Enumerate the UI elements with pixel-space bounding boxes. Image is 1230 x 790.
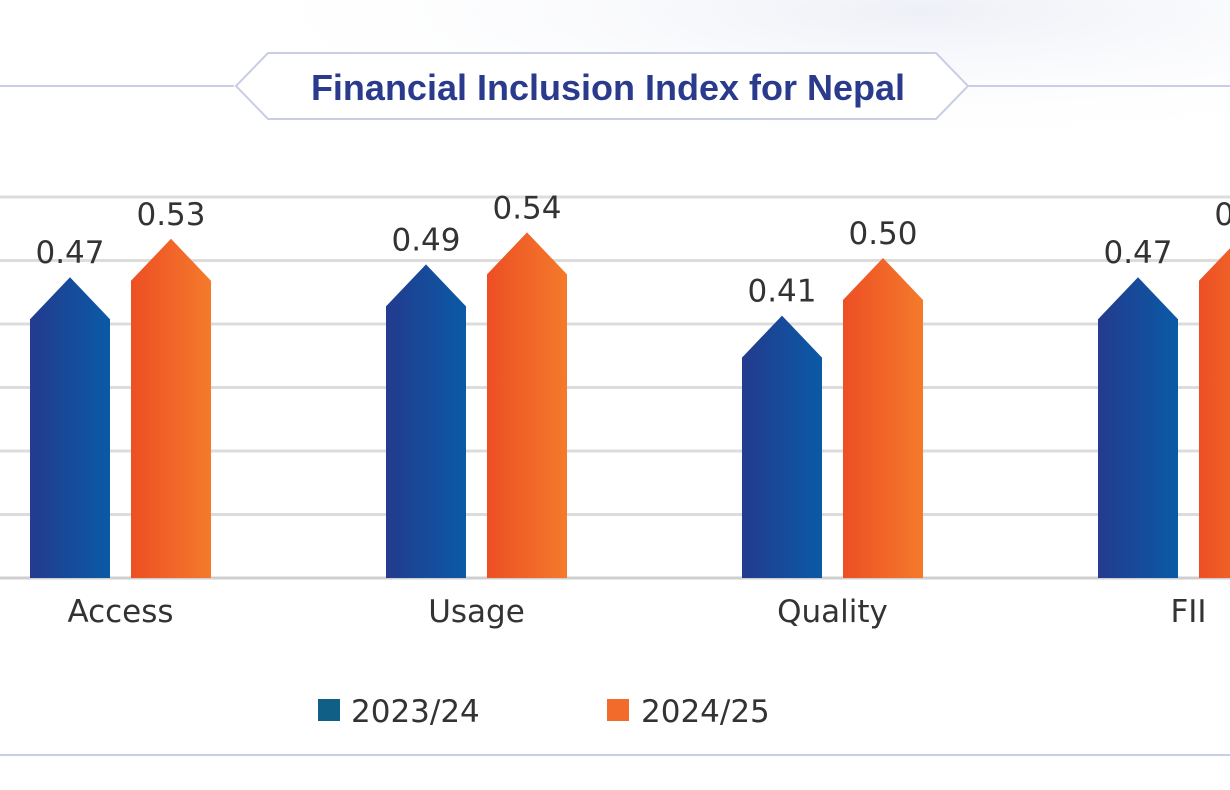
legend: 2023/24 2024/25 <box>318 694 770 730</box>
data-label: 0.50 <box>848 216 917 252</box>
data-label: 0.47 <box>1103 235 1172 271</box>
legend-label-2023-24: 2023/24 <box>351 694 480 730</box>
data-label: 0.54 <box>492 190 561 226</box>
bar-access-2023-24 <box>30 277 110 578</box>
category-label-usage: Usage <box>428 594 525 630</box>
data-label: 0.47 <box>35 235 104 271</box>
value-labels: 0.47 0.53 0.49 0.54 0.41 0.50 0.47 0.5 <box>35 190 1230 309</box>
bar-quality-2024-25 <box>843 258 923 578</box>
category-labels: Access Usage Quality FII <box>67 594 1206 630</box>
bar-usage-2023-24 <box>386 264 466 578</box>
legend-label-2024-25: 2024/25 <box>641 694 770 730</box>
bar-fii-2024-25 <box>1199 248 1230 578</box>
data-label: 0.49 <box>391 222 460 258</box>
category-label-fii: FII <box>1170 594 1206 630</box>
bar-fii-2023-24 <box>1098 277 1178 578</box>
category-label-access: Access <box>67 594 173 630</box>
bar-quality-2023-24 <box>742 315 822 578</box>
chart-title: Financial Inclusion Index for Nepal <box>311 67 905 108</box>
bars <box>30 232 1230 579</box>
data-label: 0.41 <box>747 274 816 310</box>
data-label: 0.53 <box>136 197 205 233</box>
category-label-quality: Quality <box>777 594 888 630</box>
bar-access-2024-25 <box>131 238 211 579</box>
title-banner <box>234 52 970 120</box>
bar-usage-2024-25 <box>487 232 567 578</box>
legend-swatch-2024-25 <box>607 699 629 721</box>
legend-swatch-2023-24 <box>318 699 340 721</box>
data-label: 0.5 <box>1214 197 1230 233</box>
